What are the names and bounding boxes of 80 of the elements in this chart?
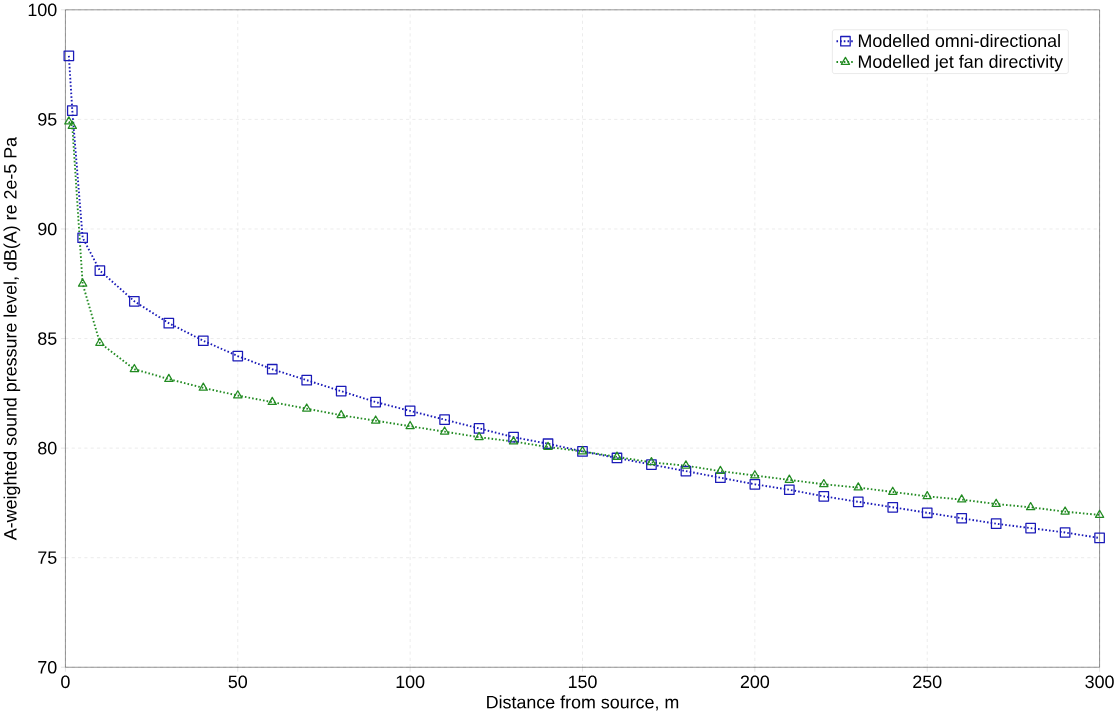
point xyxy=(681,460,691,469)
point xyxy=(335,385,347,397)
x-tick-label: 50 xyxy=(228,675,248,689)
point xyxy=(266,363,278,375)
point xyxy=(818,490,830,502)
x-tick-label: 0 xyxy=(61,675,70,689)
point xyxy=(129,295,140,307)
y-tick-label: 100 xyxy=(28,3,57,17)
point xyxy=(1025,522,1036,534)
point xyxy=(990,518,1002,530)
point xyxy=(370,415,381,424)
point xyxy=(1025,501,1036,511)
point xyxy=(66,105,78,116)
point xyxy=(922,490,932,500)
point xyxy=(991,498,1001,507)
point xyxy=(474,431,484,441)
point xyxy=(301,374,313,386)
point xyxy=(921,507,933,519)
point xyxy=(783,484,795,496)
x-tick-label: 300 xyxy=(1085,675,1114,689)
point xyxy=(197,335,209,347)
point xyxy=(439,426,450,435)
point xyxy=(784,474,795,483)
point xyxy=(164,373,174,383)
point xyxy=(819,478,829,488)
point xyxy=(95,337,105,346)
y-tick-label: 80 xyxy=(38,441,57,455)
point xyxy=(1094,509,1105,518)
point xyxy=(646,456,657,466)
point xyxy=(163,317,175,329)
legend-label: Modelled omni-directional xyxy=(858,33,1060,48)
point xyxy=(508,436,519,445)
y-tick-label: 70 xyxy=(38,660,57,674)
point xyxy=(715,465,726,475)
x-tick-label: 200 xyxy=(740,675,770,689)
x-tick-label: 250 xyxy=(913,675,942,689)
point xyxy=(680,465,692,477)
point xyxy=(370,396,382,408)
point xyxy=(77,278,88,287)
point xyxy=(750,470,760,479)
point xyxy=(404,405,416,417)
point xyxy=(1094,532,1105,544)
y-tick-label: 75 xyxy=(38,551,57,564)
point xyxy=(888,486,898,495)
point xyxy=(64,116,74,125)
point xyxy=(749,478,761,490)
x-axis-title: Distance from source, m xyxy=(487,695,679,711)
point xyxy=(612,451,622,460)
point xyxy=(301,403,312,412)
x-tick-label: 150 xyxy=(568,675,597,689)
point xyxy=(129,363,140,373)
point xyxy=(956,494,967,503)
point xyxy=(233,390,243,399)
point xyxy=(198,382,209,391)
y-axis-title: A-weighted sound pressure level, dB(A) re 2e-5 Pa xyxy=(3,136,21,541)
point xyxy=(232,350,244,362)
point xyxy=(715,472,726,484)
point xyxy=(852,496,864,508)
y-tick-label: 85 xyxy=(38,332,57,345)
point xyxy=(1059,527,1071,538)
point xyxy=(405,420,415,430)
legend-label: Modelled jet fan directivity xyxy=(858,54,1064,72)
x-tick-label: 100 xyxy=(396,675,425,689)
point xyxy=(646,459,657,470)
point xyxy=(439,414,450,425)
point xyxy=(336,409,346,419)
point xyxy=(956,512,968,524)
point xyxy=(94,265,106,276)
point xyxy=(887,501,899,513)
point xyxy=(853,482,864,491)
point xyxy=(508,431,519,443)
point xyxy=(473,423,485,434)
point xyxy=(1060,506,1070,515)
point xyxy=(267,396,277,406)
y-tick-label: 95 xyxy=(38,113,57,126)
y-tick-label: 90 xyxy=(38,222,57,236)
point xyxy=(611,452,623,464)
point xyxy=(63,50,75,62)
point xyxy=(77,232,89,244)
point xyxy=(67,120,78,129)
